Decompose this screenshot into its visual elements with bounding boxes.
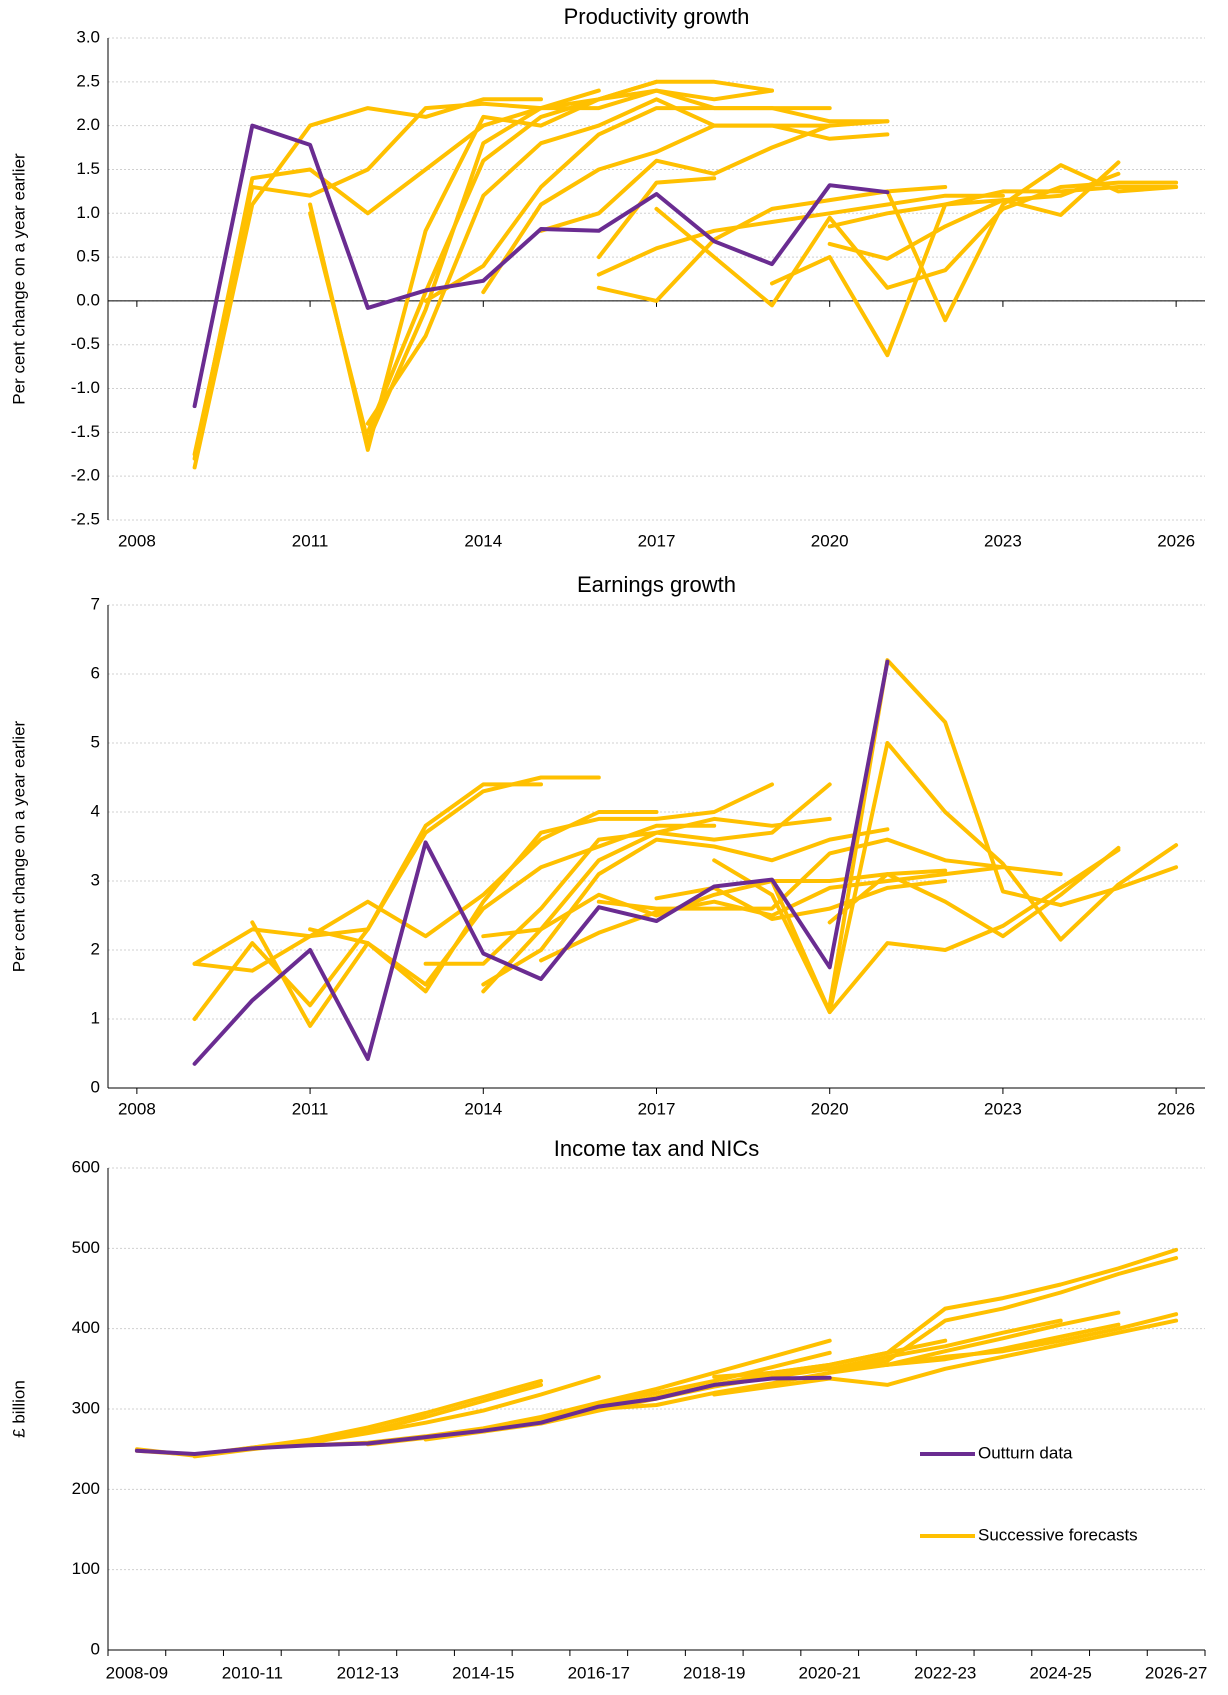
forecast-line	[481, 827, 890, 987]
x-tick-label: 2020	[811, 531, 849, 550]
y-axis-label: Per cent change on a year earlier	[9, 720, 28, 972]
forecast-line	[596, 176, 717, 260]
forecast-line	[192, 79, 659, 457]
forecast-line	[770, 848, 1121, 1015]
forecast-line	[481, 123, 890, 295]
y-tick-label: -0.5	[71, 334, 100, 353]
x-tick-label: 2008	[118, 1099, 156, 1118]
x-tick-label: 2018-19	[683, 1663, 745, 1682]
y-tick-label: 4	[91, 801, 100, 820]
x-tick-label: 2026-27	[1145, 1663, 1207, 1682]
y-tick-label: 3.0	[76, 27, 100, 46]
x-tick-label: 2014	[464, 531, 502, 550]
forecast-line	[192, 88, 601, 461]
y-tick-label: 0.5	[76, 247, 100, 266]
forecast-line	[308, 79, 774, 452]
forecast-line	[596, 837, 1063, 911]
y-tick-label: 1.5	[76, 159, 100, 178]
y-tick-label: -2.5	[71, 509, 100, 528]
x-tick-label: 2012-13	[337, 1663, 399, 1682]
forecast-line	[423, 106, 890, 303]
y-tick-label: 500	[72, 1238, 100, 1257]
x-tick-label: 2014-15	[452, 1663, 514, 1682]
x-tick-label: 2020	[811, 1099, 849, 1118]
x-tick-label: 2014	[464, 1099, 502, 1118]
forecast-line	[827, 171, 1121, 261]
forecast-line	[192, 775, 601, 1021]
x-tick-label: 2017	[638, 531, 676, 550]
x-tick-label: 2020-21	[799, 1663, 861, 1682]
y-tick-label: 2.0	[76, 115, 100, 134]
y-tick-label: -1.0	[71, 378, 100, 397]
y-tick-label: -1.5	[71, 422, 100, 441]
y-tick-label: 100	[72, 1559, 100, 1578]
y-tick-label: 600	[72, 1157, 100, 1176]
y-tick-label: 2.5	[76, 71, 100, 90]
y-tick-label: 400	[72, 1318, 100, 1337]
x-tick-label: 2010-11	[222, 1663, 283, 1682]
x-tick-label: 2017	[638, 1099, 676, 1118]
y-axis-label: £ billion	[9, 1380, 28, 1438]
forecast-line	[885, 1322, 1121, 1367]
x-tick-label: 2011	[292, 531, 329, 550]
x-tick-label: 2023	[984, 1099, 1022, 1118]
chart-title: Income tax and NICs	[554, 1136, 759, 1161]
forecast-line	[885, 163, 1179, 323]
forecast-line	[539, 865, 1005, 963]
y-tick-label: 0	[91, 1077, 100, 1096]
legend-label: Successive forecasts	[978, 1525, 1138, 1544]
forecast-line	[827, 1310, 1121, 1373]
x-tick-label: 2011	[292, 1099, 329, 1118]
y-tick-label: 2	[91, 939, 100, 958]
forecast-line	[308, 782, 774, 994]
forecast-line	[481, 868, 948, 939]
x-tick-label: 2016-17	[568, 1663, 630, 1682]
y-tick-label: 300	[72, 1398, 100, 1417]
chart-title: Earnings growth	[577, 572, 736, 597]
forecast-line	[827, 160, 1121, 229]
y-tick-label: 6	[91, 663, 100, 682]
legend-label: Outturn data	[978, 1443, 1073, 1462]
forecast-line	[539, 123, 832, 233]
y-tick-label: 1.0	[76, 203, 100, 222]
y-tick-label: 7	[91, 594, 100, 613]
y-tick-label: 0.0	[76, 290, 100, 309]
forecast-line	[712, 1318, 1179, 1397]
y-tick-label: 5	[91, 732, 100, 751]
x-tick-label: 2026	[1157, 531, 1195, 550]
forecast-line	[596, 193, 1005, 277]
x-tick-label: 2008	[118, 531, 156, 550]
forecast-line	[827, 658, 1179, 1008]
x-tick-label: 2024-25	[1029, 1663, 1091, 1682]
y-tick-label: 200	[72, 1479, 100, 1498]
forecast-line	[365, 97, 890, 426]
y-tick-label: 3	[91, 870, 100, 889]
forecast-line	[423, 782, 832, 966]
y-tick-label: 0	[91, 1639, 100, 1658]
outturn-line	[192, 659, 890, 1066]
forecast-line	[365, 1350, 832, 1447]
x-tick-label: 2026	[1157, 1099, 1195, 1118]
forecast-line	[250, 823, 717, 1028]
y-tick-label: 1	[91, 1008, 100, 1027]
forecast-line	[192, 97, 543, 470]
forecast-line	[712, 741, 1179, 1015]
x-tick-label: 2008-09	[106, 1663, 168, 1682]
chart-title: Productivity growth	[564, 4, 750, 29]
y-axis-label: Per cent change on a year earlier	[9, 153, 28, 405]
x-tick-label: 2022-23	[914, 1663, 976, 1682]
forecast-line	[827, 845, 1121, 939]
y-tick-label: -2.0	[71, 466, 100, 485]
outturn-line	[134, 1375, 832, 1456]
outturn-line	[192, 123, 890, 409]
x-tick-label: 2023	[984, 531, 1022, 550]
forecast-line	[654, 879, 948, 921]
